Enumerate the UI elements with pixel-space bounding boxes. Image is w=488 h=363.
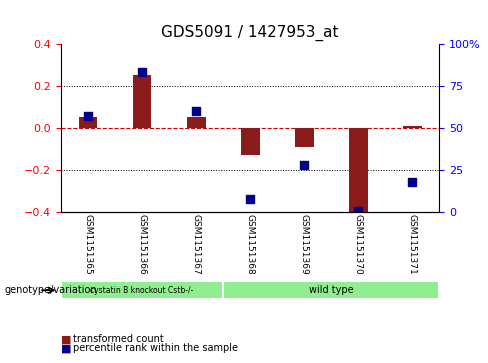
Bar — [79, 117, 98, 128]
Text: GSM1151368: GSM1151368 — [245, 214, 255, 275]
Point — [246, 196, 254, 201]
Text: GSM1151371: GSM1151371 — [407, 214, 417, 275]
Text: ■: ■ — [61, 343, 72, 354]
Text: cystatin B knockout Cstb-/-: cystatin B knockout Cstb-/- — [90, 286, 194, 295]
Bar — [186, 117, 205, 128]
Text: GSM1151367: GSM1151367 — [192, 214, 201, 275]
Point — [84, 113, 92, 119]
Text: GSM1151366: GSM1151366 — [138, 214, 146, 275]
Bar — [241, 128, 260, 155]
Bar — [133, 75, 151, 128]
Bar — [295, 128, 314, 147]
Point — [192, 108, 200, 114]
Point — [138, 69, 146, 75]
Point — [354, 208, 362, 213]
Text: wild type: wild type — [309, 285, 353, 295]
Text: ■: ■ — [61, 334, 72, 344]
Text: GSM1151370: GSM1151370 — [354, 214, 363, 275]
Text: GSM1151365: GSM1151365 — [83, 214, 93, 275]
Text: transformed count: transformed count — [73, 334, 164, 344]
Bar — [349, 128, 367, 212]
Point — [300, 162, 308, 168]
Text: genotype/variation: genotype/variation — [5, 285, 98, 295]
Bar — [403, 126, 422, 128]
Text: percentile rank within the sample: percentile rank within the sample — [73, 343, 238, 354]
Point — [408, 179, 416, 185]
Title: GDS5091 / 1427953_at: GDS5091 / 1427953_at — [162, 25, 339, 41]
Text: GSM1151369: GSM1151369 — [300, 214, 308, 275]
